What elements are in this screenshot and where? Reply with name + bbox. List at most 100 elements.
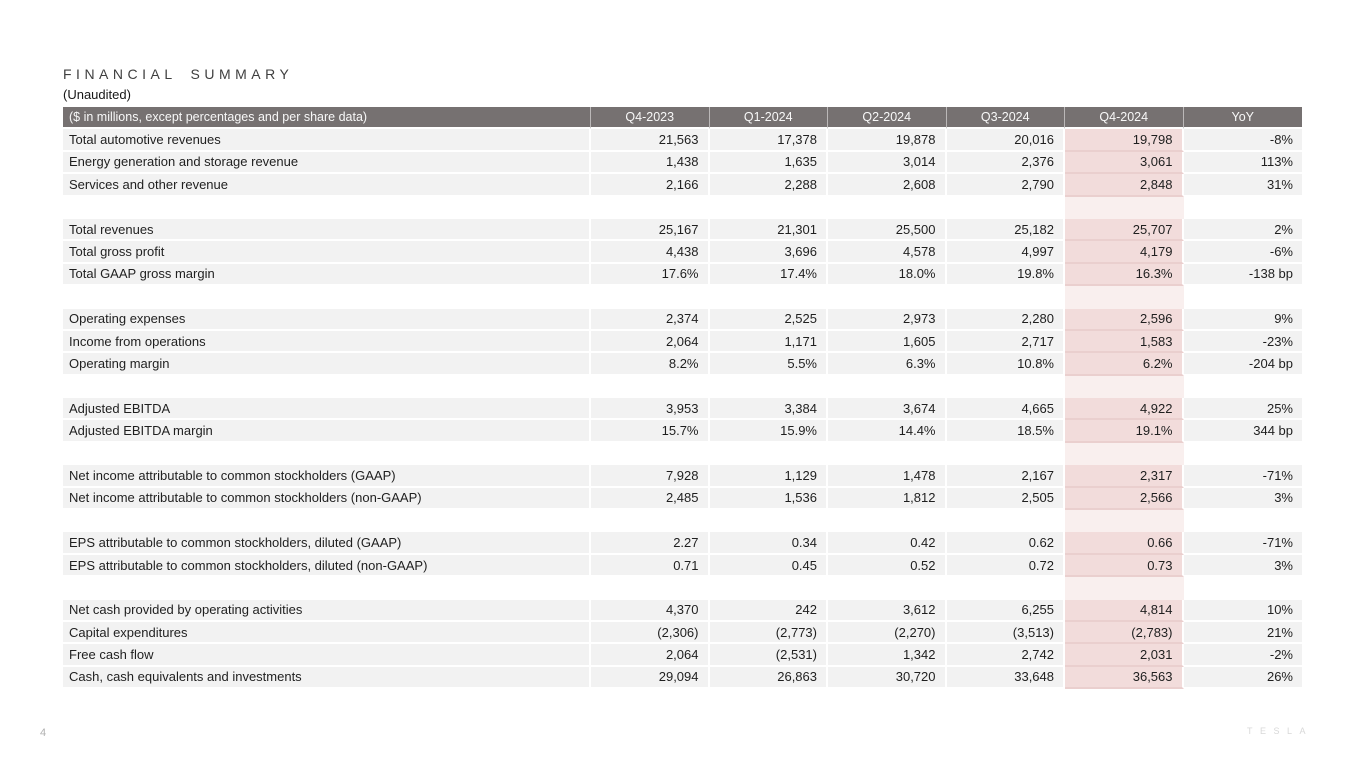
table-header-row: ($ in millions, except percentages and p… xyxy=(63,107,1302,130)
cell-value: (3,513) xyxy=(946,621,1065,645)
spacer-cell xyxy=(1065,577,1184,600)
cell-value: 2,166 xyxy=(591,174,710,197)
cell-value: -204 bp xyxy=(1183,353,1302,376)
cell-value: 3,014 xyxy=(828,151,947,175)
cell-value: 7,928 xyxy=(591,465,710,488)
spacer-cell xyxy=(1184,376,1303,398)
cell-value: (2,531) xyxy=(709,644,828,667)
table-row: Total gross profit 4,438 3,696 4,578 4,997 4,… xyxy=(63,241,1302,264)
cell-value: -8% xyxy=(1183,129,1302,152)
spacer-cell xyxy=(591,443,710,465)
spacer-cell xyxy=(63,197,591,219)
cell-value: 3% xyxy=(1183,487,1302,511)
row-label: Net income attributable to common stockh… xyxy=(63,465,591,488)
cell-value: 6.2% xyxy=(1065,353,1184,376)
column-header-q3-2024: Q3-2024 xyxy=(946,107,1065,130)
spacer-cell xyxy=(710,197,829,219)
cell-value: 9% xyxy=(1183,308,1302,331)
cell-value: 2,064 xyxy=(591,330,710,354)
spacer-cell xyxy=(710,510,829,532)
row-label: Income from operations xyxy=(63,330,591,354)
table-spacer-row xyxy=(63,375,1303,399)
table-body: Total automotive revenues 21,563 17,378 19,… xyxy=(63,129,1303,690)
table-row: Operating margin 8.2% 5.5% 6.3% 10.8% 6.2% -20… xyxy=(63,353,1302,376)
cell-value: 20,016 xyxy=(946,129,1065,152)
row-label: Total gross profit xyxy=(63,241,591,264)
cell-value: 3,953 xyxy=(591,398,710,421)
cell-value: 14.4% xyxy=(828,420,947,443)
cell-value: 0.45 xyxy=(709,554,828,578)
cell-value: 3% xyxy=(1183,554,1302,578)
cell-value: -2% xyxy=(1183,644,1302,667)
spacer-cell xyxy=(947,443,1066,465)
spacer-cell xyxy=(1065,442,1184,466)
table-row: Operating expenses 2,374 2,525 2,973 2,280 2,… xyxy=(63,308,1302,331)
spacer-cell xyxy=(1065,196,1184,219)
cell-value: 16.3% xyxy=(1065,263,1184,287)
cell-value: 4,922 xyxy=(1065,398,1184,421)
cell-value: 2,790 xyxy=(946,174,1065,197)
column-header-q2-2024: Q2-2024 xyxy=(828,107,947,130)
cell-value: 25,167 xyxy=(591,218,710,242)
cell-value: 2,064 xyxy=(591,644,710,667)
row-label: Operating margin xyxy=(63,353,591,376)
cell-value: -138 bp xyxy=(1183,263,1302,287)
cell-value: 19,798 xyxy=(1065,129,1184,152)
cell-value: 2,485 xyxy=(591,487,710,511)
spacer-cell xyxy=(63,510,591,532)
cell-value: 2,505 xyxy=(946,487,1065,511)
cell-value: 3,612 xyxy=(828,599,947,622)
cell-value: 4,997 xyxy=(946,241,1065,264)
cell-value: 4,578 xyxy=(828,241,947,264)
cell-value: (2,306) xyxy=(591,621,710,645)
cell-value: 19.8% xyxy=(946,263,1065,287)
cell-value: 2,317 xyxy=(1065,465,1184,488)
cell-value: 30,720 xyxy=(828,666,947,690)
cell-value: 25,500 xyxy=(828,218,947,242)
cell-value: 1,605 xyxy=(828,330,947,354)
cell-value: 2,280 xyxy=(946,308,1065,331)
table-row: Adjusted EBITDA margin 15.7% 15.9% 14.4% 18.… xyxy=(63,420,1302,443)
cell-value: 2,374 xyxy=(591,308,710,331)
cell-value: 0.66 xyxy=(1065,532,1184,555)
cell-value: 0.71 xyxy=(591,554,710,578)
cell-value: 29,094 xyxy=(591,666,710,690)
row-label: Total GAAP gross margin xyxy=(63,263,591,287)
row-label: Operating expenses xyxy=(63,308,591,331)
cell-value: 0.52 xyxy=(828,554,947,578)
cell-value: 2,525 xyxy=(709,308,828,331)
financial-summary-table: ($ in millions, except percentages and p… xyxy=(63,107,1303,690)
cell-value: 2,376 xyxy=(946,151,1065,175)
cell-value: (2,773) xyxy=(709,621,828,645)
column-header-q4-2024: Q4-2024 xyxy=(1065,107,1184,130)
cell-value: 17,378 xyxy=(709,129,828,152)
cell-value: 6.3% xyxy=(828,353,947,376)
column-header-q4-2023: Q4-2023 xyxy=(591,107,710,130)
row-label: EPS attributable to common stockholders,… xyxy=(63,532,591,555)
cell-value: 18.5% xyxy=(946,420,1065,443)
spacer-cell xyxy=(947,510,1066,532)
table-row: Net income attributable to common stockh… xyxy=(63,465,1302,488)
row-label: EPS attributable to common stockholders,… xyxy=(63,554,591,578)
cell-value: 8.2% xyxy=(591,353,710,376)
cell-value: -6% xyxy=(1183,241,1302,264)
table-row: Total revenues 25,167 21,301 25,500 25,182 25… xyxy=(63,218,1302,242)
row-label: Capital expenditures xyxy=(63,621,591,645)
table-row: EPS attributable to common stockholders,… xyxy=(63,532,1302,555)
page-title: FINANCIAL SUMMARY xyxy=(63,66,294,82)
cell-value: 0.62 xyxy=(946,532,1065,555)
cell-value: 15.7% xyxy=(591,420,710,443)
spacer-cell xyxy=(591,197,710,219)
table-row: Free cash flow 2,064 (2,531) 1,342 2,742 2,03… xyxy=(63,644,1302,667)
cell-value: 10% xyxy=(1183,599,1302,622)
row-label: Adjusted EBITDA xyxy=(63,398,591,421)
cell-value: 4,665 xyxy=(946,398,1065,421)
cell-value: 4,179 xyxy=(1065,241,1184,264)
table-row: Total GAAP gross margin 17.6% 17.4% 18.0% 19… xyxy=(63,263,1302,287)
cell-value: 344 bp xyxy=(1183,420,1302,443)
cell-value: 2.27 xyxy=(591,532,710,555)
table-spacer-row xyxy=(63,510,1302,533)
spacer-cell xyxy=(63,577,591,599)
spacer-cell xyxy=(710,443,829,465)
table-spacer-row xyxy=(63,286,1302,309)
